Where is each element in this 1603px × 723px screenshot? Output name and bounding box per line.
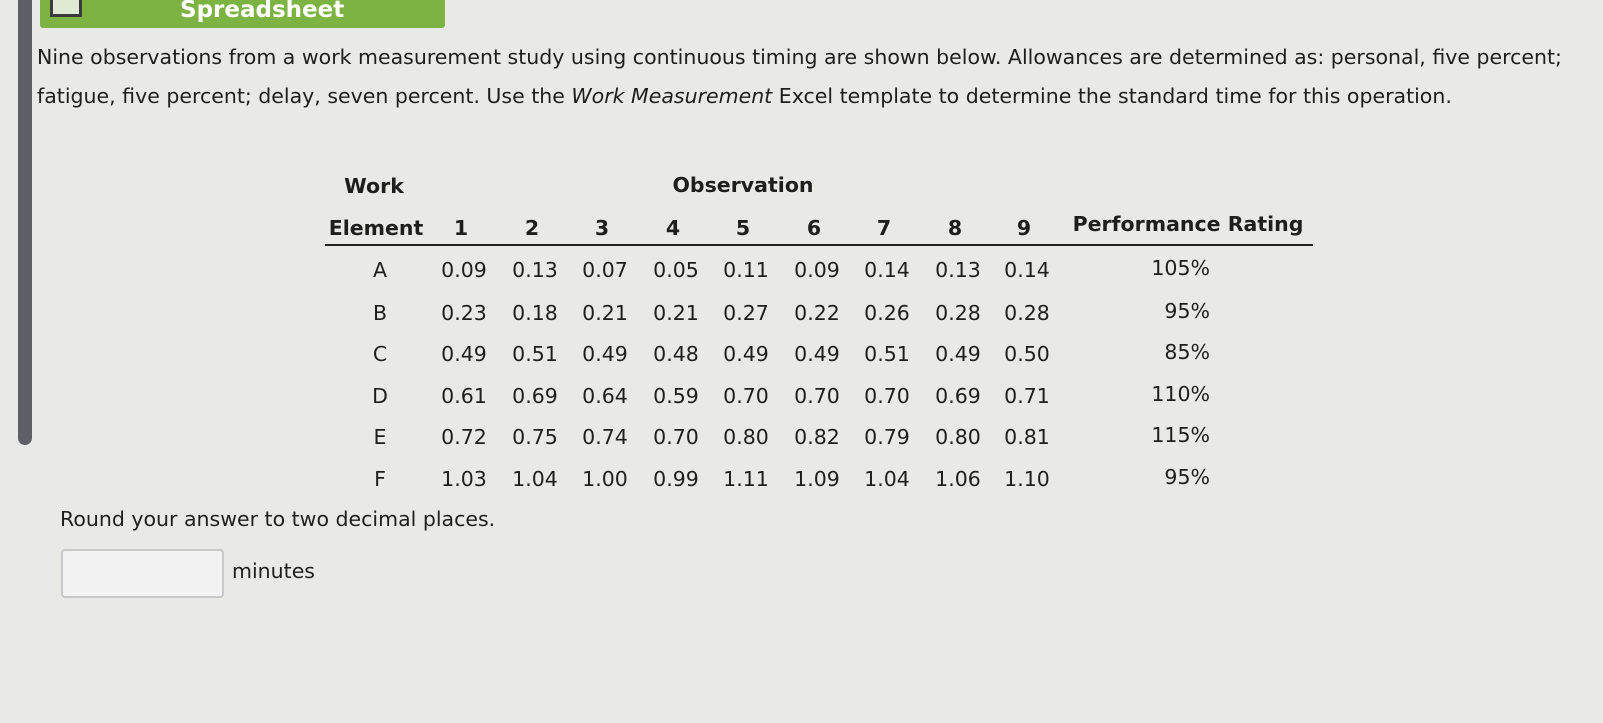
column-header: 1 — [453, 216, 469, 240]
text: Excel template to determine the standard… — [772, 84, 1452, 108]
cell-value: 0.72 — [441, 425, 487, 449]
cell-value: 1.10 — [1004, 467, 1050, 491]
row-label: D — [372, 384, 388, 408]
cell-value: 1.11 — [723, 467, 769, 491]
cell-value: 0.21 — [653, 301, 699, 325]
cell-value: 0.69 — [935, 384, 981, 408]
group-header: Observation — [672, 173, 814, 197]
rating: 95% — [1164, 299, 1210, 323]
rating: 110% — [1151, 382, 1210, 406]
cell-value: 0.49 — [441, 342, 487, 366]
cell-value: 0.99 — [653, 467, 699, 491]
cell-value: 0.59 — [653, 384, 699, 408]
emphasis: Work Measurement — [571, 84, 773, 108]
row-label: A — [372, 258, 388, 282]
cell-value: 0.80 — [935, 425, 981, 449]
cell-value: 0.70 — [794, 384, 840, 408]
cell-value: 0.80 — [723, 425, 769, 449]
row-label: E — [373, 425, 387, 449]
cell-value: 0.28 — [935, 301, 981, 325]
cell-value: 0.14 — [1004, 258, 1050, 282]
answer-input[interactable] — [61, 549, 224, 598]
cell-value: 0.14 — [864, 258, 910, 282]
column-header: 8 — [947, 216, 963, 240]
problem-text: Nine observations from a work measuremen… — [37, 38, 1567, 116]
cell-value: 0.49 — [723, 342, 769, 366]
cell-value: 0.11 — [723, 258, 769, 282]
column-header: 7 — [876, 216, 892, 240]
cell-value: 0.09 — [441, 258, 487, 282]
cell-value: 1.04 — [512, 467, 558, 491]
cell-value: 0.13 — [935, 258, 981, 282]
unit-label: minutes — [232, 559, 315, 583]
cell-value: 1.00 — [582, 467, 628, 491]
group-header: Work — [344, 174, 404, 198]
cell-value: 0.74 — [582, 425, 628, 449]
cell-value: 0.64 — [582, 384, 628, 408]
cell-value: 0.49 — [794, 342, 840, 366]
cell-value: 0.27 — [723, 301, 769, 325]
cell-value: 0.22 — [794, 301, 840, 325]
cell-value: 0.49 — [582, 342, 628, 366]
tab[interactable] — [40, 0, 445, 28]
cell-value: 0.07 — [582, 258, 628, 282]
cell-value: 0.70 — [723, 384, 769, 408]
rating: 105% — [1151, 256, 1210, 280]
column-header: 3 — [594, 216, 610, 240]
sidebar — [18, 0, 32, 445]
cell-value: 0.18 — [512, 301, 558, 325]
cell-value: 0.48 — [653, 342, 699, 366]
cell-value: 0.81 — [1004, 425, 1050, 449]
cell-value: 0.51 — [512, 342, 558, 366]
rating: 85% — [1164, 340, 1210, 364]
text: Nine observations from a work measuremen… — [37, 45, 1562, 108]
row-label: C — [372, 342, 388, 366]
cell-value: 0.70 — [653, 425, 699, 449]
cell-value: 0.23 — [441, 301, 487, 325]
column-header: Element — [328, 216, 424, 240]
cell-value: 0.71 — [1004, 384, 1050, 408]
row-label: F — [374, 467, 386, 491]
cell-value: 0.82 — [794, 425, 840, 449]
column-header: Performance Rating — [1072, 212, 1304, 236]
row-label: B — [372, 301, 388, 325]
column-header: 5 — [735, 216, 751, 240]
cell-value: 0.69 — [512, 384, 558, 408]
cell-value: 0.21 — [582, 301, 628, 325]
cell-value: 0.13 — [512, 258, 558, 282]
cell-value: 0.51 — [864, 342, 910, 366]
column-header: 2 — [524, 216, 540, 240]
rating: 115% — [1151, 423, 1210, 447]
cell-value: 0.26 — [864, 301, 910, 325]
tab-title[interactable]: Spreadsheet — [180, 0, 345, 23]
header-rule — [325, 244, 1313, 246]
cell-value: 0.50 — [1004, 342, 1050, 366]
cell-value: 0.75 — [512, 425, 558, 449]
cell-value: 0.09 — [794, 258, 840, 282]
cell-value: 0.05 — [653, 258, 699, 282]
cell-value: 0.61 — [441, 384, 487, 408]
column-header: 4 — [665, 216, 681, 240]
cell-value: 1.04 — [864, 467, 910, 491]
cell-value: 0.70 — [864, 384, 910, 408]
instruction: Round your answer to two decimal places. — [60, 507, 496, 531]
cell-value: 0.49 — [935, 342, 981, 366]
cell-value: 0.79 — [864, 425, 910, 449]
tab-icon — [50, 0, 82, 17]
column-header: 9 — [1016, 216, 1032, 240]
rating: 95% — [1164, 465, 1210, 489]
cell-value: 1.09 — [794, 467, 840, 491]
cell-value: 1.06 — [935, 467, 981, 491]
column-header: 6 — [806, 216, 822, 240]
cell-value: 0.28 — [1004, 301, 1050, 325]
cell-value: 1.03 — [441, 467, 487, 491]
